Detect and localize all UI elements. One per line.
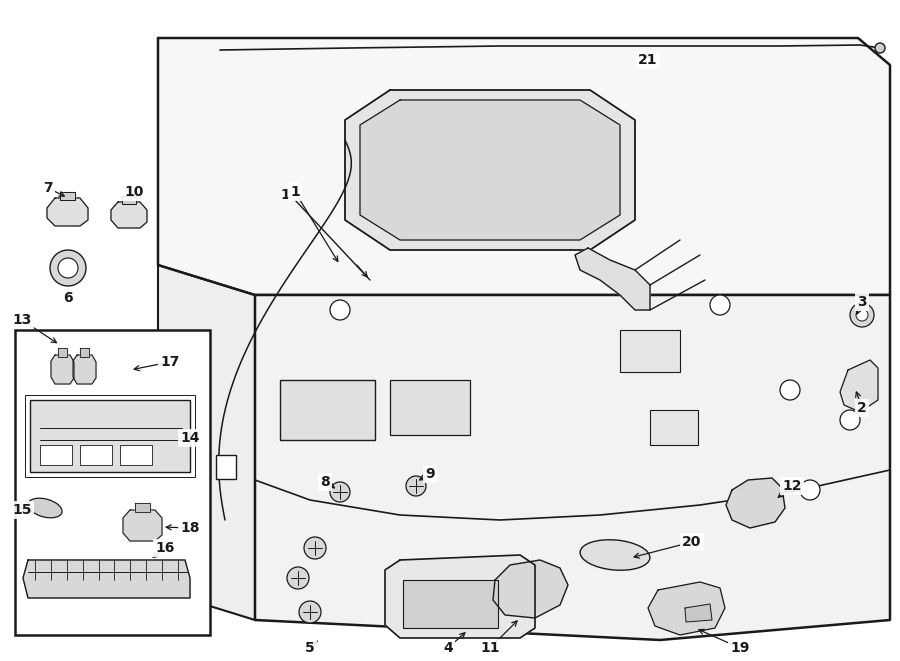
Polygon shape <box>685 604 712 622</box>
Polygon shape <box>80 348 89 357</box>
Polygon shape <box>23 560 190 598</box>
Circle shape <box>50 250 86 286</box>
Text: 9: 9 <box>425 467 435 481</box>
Polygon shape <box>385 555 535 638</box>
Text: 6: 6 <box>63 291 73 305</box>
Text: 14: 14 <box>180 431 200 445</box>
Polygon shape <box>51 355 74 384</box>
Polygon shape <box>158 38 890 295</box>
Polygon shape <box>840 360 878 412</box>
Polygon shape <box>255 295 890 640</box>
Text: 13: 13 <box>13 313 32 327</box>
Text: 19: 19 <box>730 641 750 655</box>
Polygon shape <box>111 202 147 228</box>
Bar <box>650 410 698 445</box>
Bar <box>280 380 375 440</box>
Circle shape <box>330 300 350 320</box>
Circle shape <box>875 43 885 53</box>
Circle shape <box>856 309 868 321</box>
Circle shape <box>58 258 78 278</box>
Polygon shape <box>726 478 785 528</box>
Circle shape <box>304 537 326 559</box>
Circle shape <box>840 410 860 430</box>
Text: 12: 12 <box>782 479 802 493</box>
Polygon shape <box>73 355 96 384</box>
Text: 1: 1 <box>290 185 300 199</box>
Polygon shape <box>58 348 67 357</box>
Polygon shape <box>123 510 162 541</box>
Ellipse shape <box>28 498 62 518</box>
Circle shape <box>850 303 874 327</box>
Polygon shape <box>60 192 75 200</box>
Text: 8: 8 <box>320 475 330 489</box>
Bar <box>620 330 680 372</box>
Polygon shape <box>122 196 136 204</box>
Text: 3: 3 <box>857 295 867 309</box>
Text: 5: 5 <box>305 641 315 655</box>
Circle shape <box>406 476 426 496</box>
Text: 15: 15 <box>13 503 32 517</box>
Circle shape <box>287 567 309 589</box>
Bar <box>25 395 195 477</box>
Text: 7: 7 <box>43 181 53 195</box>
Text: 20: 20 <box>682 535 702 549</box>
Text: 4: 4 <box>443 641 453 655</box>
Polygon shape <box>648 582 725 635</box>
Circle shape <box>330 482 350 502</box>
Polygon shape <box>345 90 635 250</box>
Polygon shape <box>158 265 255 620</box>
Text: 1: 1 <box>280 188 290 202</box>
Bar <box>80 445 112 465</box>
Text: 21: 21 <box>638 53 658 67</box>
Bar <box>30 400 190 472</box>
Text: 17: 17 <box>160 355 180 369</box>
Polygon shape <box>47 198 88 226</box>
Polygon shape <box>360 100 620 240</box>
Ellipse shape <box>580 540 650 570</box>
Text: 11: 11 <box>481 641 500 655</box>
Bar <box>390 380 470 435</box>
Circle shape <box>299 601 321 623</box>
Polygon shape <box>493 560 568 618</box>
Text: 10: 10 <box>124 185 144 199</box>
Circle shape <box>710 295 730 315</box>
Bar <box>216 455 236 479</box>
Polygon shape <box>575 248 650 310</box>
Bar <box>15 330 210 635</box>
Polygon shape <box>135 503 150 512</box>
Circle shape <box>800 480 820 500</box>
Bar <box>403 580 498 628</box>
Text: 16: 16 <box>156 541 175 555</box>
Text: 2: 2 <box>857 401 867 415</box>
Circle shape <box>780 380 800 400</box>
Bar <box>120 445 152 465</box>
Text: 18: 18 <box>180 521 200 535</box>
Bar <box>40 445 72 465</box>
